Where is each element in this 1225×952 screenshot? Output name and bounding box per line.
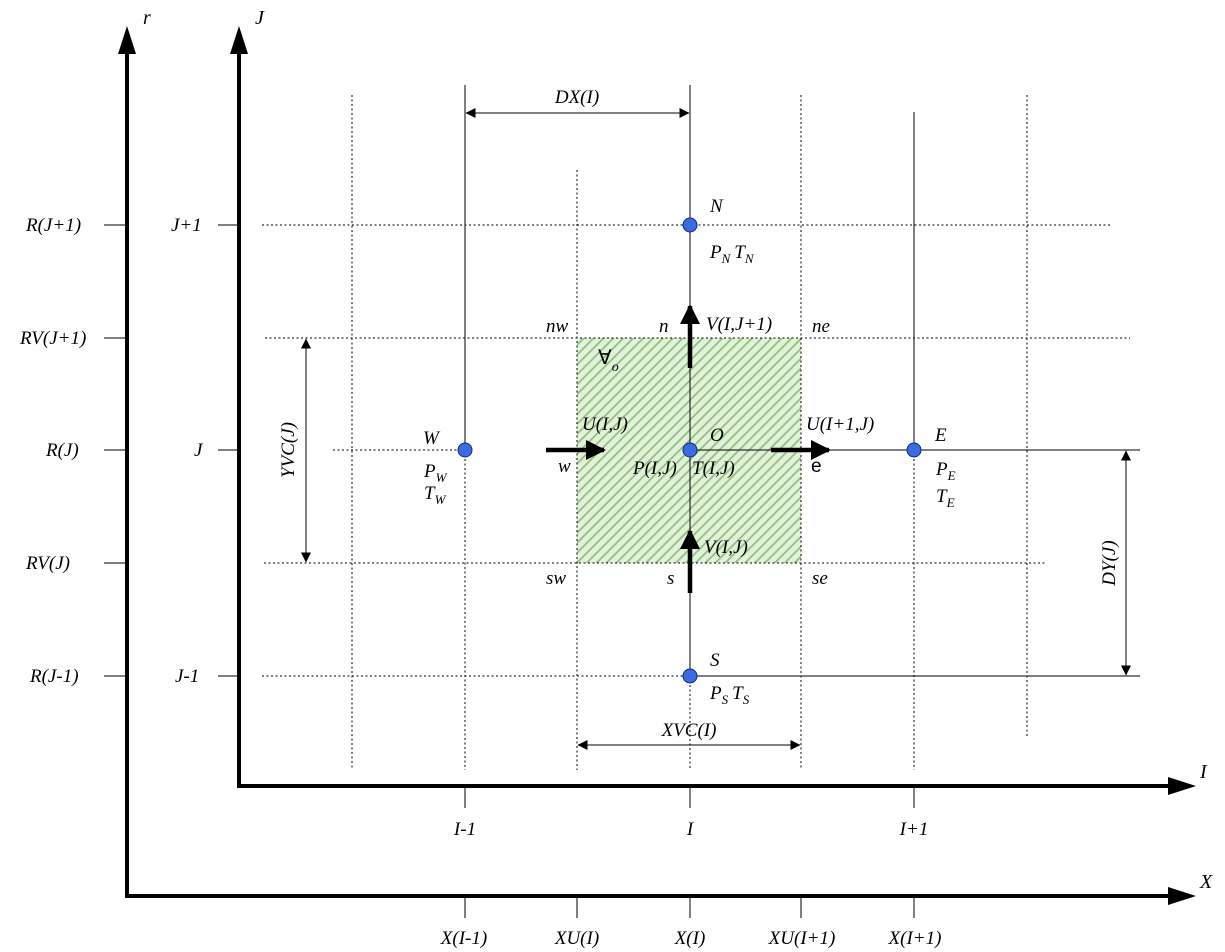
j-tick-label: J-1 <box>175 666 199 687</box>
x-tick-label: X(I-1) <box>440 928 487 949</box>
x-tick-label: XU(I) <box>554 928 599 949</box>
node-north-name: N <box>709 196 724 217</box>
node-south-name: S <box>710 650 720 671</box>
r-tick-label: RV(J) <box>25 553 70 574</box>
dimension-lines <box>301 108 1131 750</box>
corner-label-nw: nw <box>546 316 569 337</box>
corner-label-sw: sw <box>546 568 566 589</box>
volume-symbol: ∀o <box>598 347 619 375</box>
r-tick-label: R(J-1) <box>29 666 79 687</box>
node-south-properties: PS TS <box>709 683 750 707</box>
velocity-label-u-east: U(I+1,J) <box>806 414 874 435</box>
face-label-n: n <box>659 316 669 337</box>
node-south <box>682 668 698 684</box>
i-tick-label: I-1 <box>453 819 476 840</box>
node-center-pressure: P(I,J) <box>632 458 677 479</box>
velocity-label-v-north: V(I,J+1) <box>706 314 772 335</box>
velocity-label-v-south: V(I,J) <box>704 537 748 558</box>
i-tick-label: I <box>686 819 695 840</box>
i-tick-label: I+1 <box>899 819 929 840</box>
solid-grid <box>464 85 1140 677</box>
x-tick-label: X(I) <box>674 928 706 949</box>
node-east-temperature: TE <box>936 486 955 510</box>
axes <box>125 48 1178 898</box>
node-west-pressure: PW <box>423 461 448 485</box>
axis-label-i: I <box>1199 761 1208 783</box>
yvc-label: YVC(J) <box>278 422 299 478</box>
r-tick-label: RV(J+1) <box>19 328 86 349</box>
xvc-label: XVC(I) <box>661 720 717 741</box>
velocity-arrows <box>546 303 832 593</box>
node-west-temperature: TW <box>424 483 447 507</box>
j-tick-label: J+1 <box>171 215 202 236</box>
node-east-name: E <box>934 425 947 446</box>
j-tick-label: J <box>194 440 204 461</box>
axis-label-x: X <box>1199 871 1213 893</box>
axis-arrowheads <box>118 26 1196 905</box>
face-label-s: s <box>667 568 674 589</box>
axis-ticks <box>104 224 915 918</box>
node-center-name: O <box>710 425 724 446</box>
face-label-e: e <box>811 456 822 477</box>
corner-label-ne: ne <box>812 316 830 337</box>
axis-label-j: J <box>255 7 265 29</box>
node-west-name: W <box>423 428 441 449</box>
velocity-label-u-west: U(I,J) <box>582 414 628 435</box>
node-center <box>682 442 698 458</box>
face-label-w: w <box>558 456 571 477</box>
node-east-pressure: PE <box>935 459 956 483</box>
node-center-temperature: T(I,J) <box>692 458 735 479</box>
x-tick-label: XU(I+1) <box>768 928 836 949</box>
nodes <box>457 217 922 684</box>
dy-label: DY(J) <box>1099 540 1120 586</box>
r-tick-label: R(J+1) <box>25 215 81 236</box>
node-north-properties: PN TN <box>709 242 755 266</box>
node-west <box>457 442 473 458</box>
node-east <box>906 442 922 458</box>
dx-label: DX(I) <box>554 87 599 108</box>
r-tick-label: R(J) <box>45 440 79 461</box>
axis-label-r: r <box>143 7 151 29</box>
node-north <box>682 217 698 233</box>
x-tick-label: X(I+1) <box>888 928 942 949</box>
corner-label-se: se <box>812 568 828 589</box>
